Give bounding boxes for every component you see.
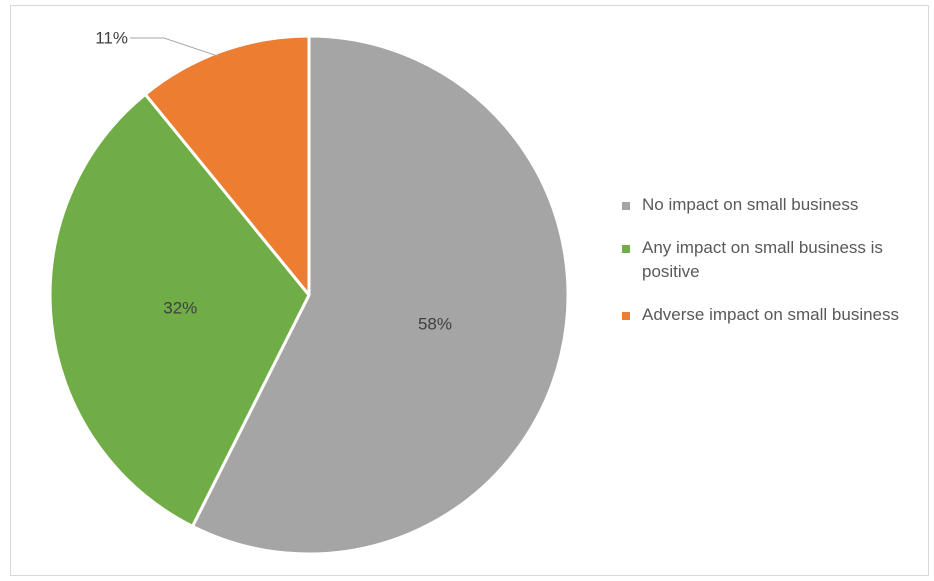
legend-item-positive-impact: Any impact on small business is positive — [622, 236, 922, 284]
pie-slice-no-impact — [190, 34, 570, 556]
pie-slices — [48, 34, 570, 556]
data-label-positive-impact: 32% — [163, 299, 197, 318]
data-labels: 58% 32% 11% — [95, 28, 452, 333]
legend-swatch-no-impact — [622, 202, 630, 210]
data-label-adverse-impact: 11% — [95, 28, 128, 47]
legend-label-adverse-impact: Adverse impact on small business — [642, 305, 900, 324]
leader-lines — [130, 37, 220, 57]
pie-slice-adverse-impact — [143, 34, 311, 297]
legend-swatch-adverse-impact — [622, 312, 630, 320]
legend-label-no-impact: No impact on small business — [642, 195, 859, 214]
legend-swatch-positive-impact — [622, 245, 630, 253]
leader-line-adverse-impact — [130, 37, 220, 57]
pie-slice-positive-impact — [48, 92, 311, 528]
legend: No impact on small business Any impact o… — [622, 193, 922, 346]
legend-item-no-impact: No impact on small business — [622, 193, 922, 217]
data-label-no-impact: 58% — [418, 314, 452, 333]
legend-label-positive-impact: Any impact on small business is positive — [642, 238, 883, 281]
legend-item-adverse-impact: Adverse impact on small business — [622, 303, 922, 327]
